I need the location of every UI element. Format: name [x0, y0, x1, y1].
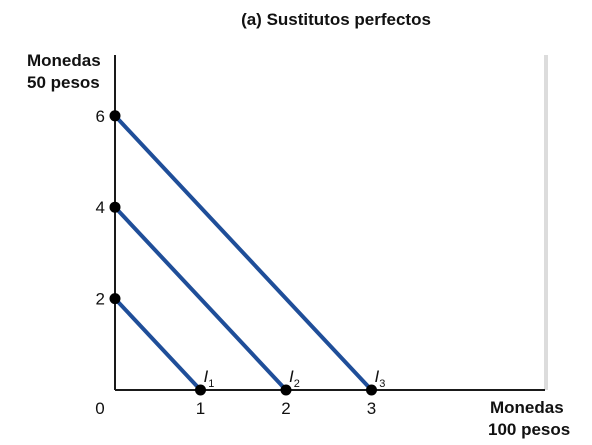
curve-label-i1-sub: 1 — [208, 378, 214, 390]
curve-label-i3: I3 — [375, 367, 386, 390]
y-axis-label-line-1: Monedas — [27, 51, 101, 70]
y-tick-label-2: 2 — [96, 290, 105, 309]
curve-point-i3-1 — [366, 384, 377, 396]
y-axis-label: Monedas 50 pesos — [27, 51, 105, 92]
x-tick-label-1: 1 — [196, 399, 205, 418]
x-axis-label: Monedas 100 pesos — [488, 398, 570, 439]
indifference-curve-i2 — [113, 205, 288, 392]
y-tick-label-4: 4 — [96, 198, 105, 217]
indifference-curves-layer — [113, 113, 374, 392]
curve-point-i1-1 — [195, 384, 206, 396]
curve-point-i2-0 — [109, 201, 121, 213]
y-tick-label-6: 6 — [96, 107, 105, 126]
curve-label-i2: I2 — [289, 367, 300, 390]
curve-label-i2-main: I — [289, 367, 294, 386]
axes-layer — [114, 55, 545, 391]
endpoints-layer — [109, 110, 377, 396]
x-tick-label-2: 2 — [281, 399, 290, 418]
y-axis-label-line-2: 50 pesos — [27, 73, 100, 92]
indifference-curve-i1 — [113, 296, 203, 392]
curve-label-i1: I1 — [204, 367, 215, 390]
tick-labels-layer: 1 2 3 2 4 6 — [96, 107, 377, 418]
curve-point-i1-0 — [109, 293, 121, 305]
curve-label-i1-main: I — [204, 367, 209, 386]
x-axis-label-line-1: Monedas — [490, 398, 564, 417]
chart-title: (a) Sustitutos perfectos — [241, 10, 431, 29]
curve-label-i3-main: I — [375, 367, 380, 386]
indifference-curve-i3 — [113, 113, 374, 392]
curve-point-i2-1 — [280, 384, 292, 396]
curve-point-i3-0 — [109, 110, 121, 122]
x-axis-label-line-2: 100 pesos — [488, 420, 570, 439]
curve-label-i2-sub: 2 — [294, 378, 300, 390]
curve-labels-layer: I1 I2 I3 — [204, 367, 386, 390]
origin-label: 0 — [95, 399, 104, 418]
x-tick-label-3: 3 — [367, 399, 376, 418]
curve-label-i3-sub: 3 — [379, 378, 385, 390]
